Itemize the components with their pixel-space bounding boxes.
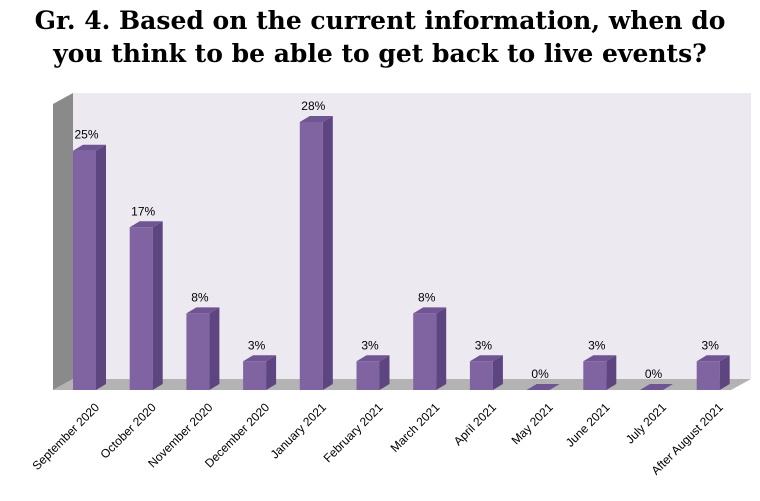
data-label: 25% — [74, 128, 98, 142]
bar-side — [492, 355, 503, 390]
data-label: 3% — [361, 338, 379, 352]
bar-front — [186, 313, 210, 390]
bar-side — [719, 355, 730, 390]
bar-march-2021 — [413, 307, 447, 390]
bar-september-2020 — [73, 144, 106, 390]
bar-front — [243, 361, 267, 390]
bar-front — [356, 361, 380, 390]
bar-after-august-2021 — [696, 355, 730, 390]
bar-october-2020 — [129, 221, 163, 390]
bar-may-2021 — [526, 384, 560, 390]
data-labels: 25% 17% 8% 3% 28% 3% 8% 3% 0% 3% 0% 3% — [74, 99, 719, 381]
data-label: 8% — [191, 290, 209, 304]
bar-top — [413, 307, 447, 314]
x-tick-label: July 2021 — [623, 400, 669, 446]
x-tick-label: February 2021 — [321, 400, 386, 465]
bar-top — [73, 144, 106, 151]
bar-front — [469, 361, 493, 390]
bar-front — [413, 313, 437, 390]
chart-title-line-2: you think to be able to get back to live… — [53, 39, 707, 68]
x-tick-label: October 2020 — [98, 400, 160, 462]
x-tick-label: September 2020 — [29, 400, 102, 473]
bar-top — [640, 384, 673, 390]
x-tick-label: March 2021 — [388, 400, 443, 455]
data-label: 17% — [131, 204, 155, 218]
bar-side — [266, 355, 277, 390]
data-label: 8% — [418, 290, 436, 304]
bar-top — [356, 355, 390, 362]
data-label: 0% — [531, 367, 549, 381]
data-label: 3% — [588, 338, 606, 352]
bar-series — [73, 116, 730, 390]
bar-top — [243, 355, 277, 362]
bar-november-2020 — [186, 307, 220, 390]
x-tick-label: January 2021 — [268, 400, 330, 462]
bar-side — [379, 355, 390, 390]
bar-front — [696, 361, 720, 390]
chart-floor — [53, 379, 751, 390]
bar-side — [96, 144, 106, 390]
data-label: 0% — [645, 367, 663, 381]
chart-left-wall — [53, 93, 73, 390]
bar-side — [436, 307, 447, 390]
bar-front — [299, 122, 323, 390]
bar-top — [186, 307, 220, 314]
data-label: 28% — [301, 99, 325, 113]
x-tick-label: June 2021 — [563, 400, 613, 450]
bar-side — [209, 307, 220, 390]
bar-side — [606, 355, 617, 390]
data-label: 3% — [702, 338, 720, 352]
x-tick-label: April 2021 — [451, 400, 499, 448]
chart-title-line-1: Gr. 4. Based on the current information,… — [34, 6, 726, 35]
chart-title: Gr. 4. Based on the current information,… — [0, 4, 760, 70]
chart-back-wall — [73, 93, 751, 379]
bar-top — [469, 355, 503, 362]
bar-january-2021 — [299, 116, 333, 390]
bar-side — [322, 116, 333, 390]
bar-february-2021 — [356, 355, 390, 390]
x-tick-label: May 2021 — [509, 400, 556, 447]
bar-top — [526, 384, 560, 390]
bar-top — [696, 355, 730, 362]
bar-april-2021 — [469, 355, 503, 390]
bar-side — [152, 221, 163, 390]
bar-june-2021 — [583, 355, 617, 390]
data-label: 3% — [475, 338, 493, 352]
bar-july-2021 — [640, 384, 673, 390]
bar-front — [73, 150, 96, 390]
bar-december-2020 — [243, 355, 277, 390]
bar-top — [129, 221, 163, 228]
bar-top — [583, 355, 617, 362]
bar-front — [583, 361, 607, 390]
bar-top — [299, 116, 333, 122]
data-label: 3% — [248, 338, 266, 352]
bar-front — [129, 227, 153, 390]
